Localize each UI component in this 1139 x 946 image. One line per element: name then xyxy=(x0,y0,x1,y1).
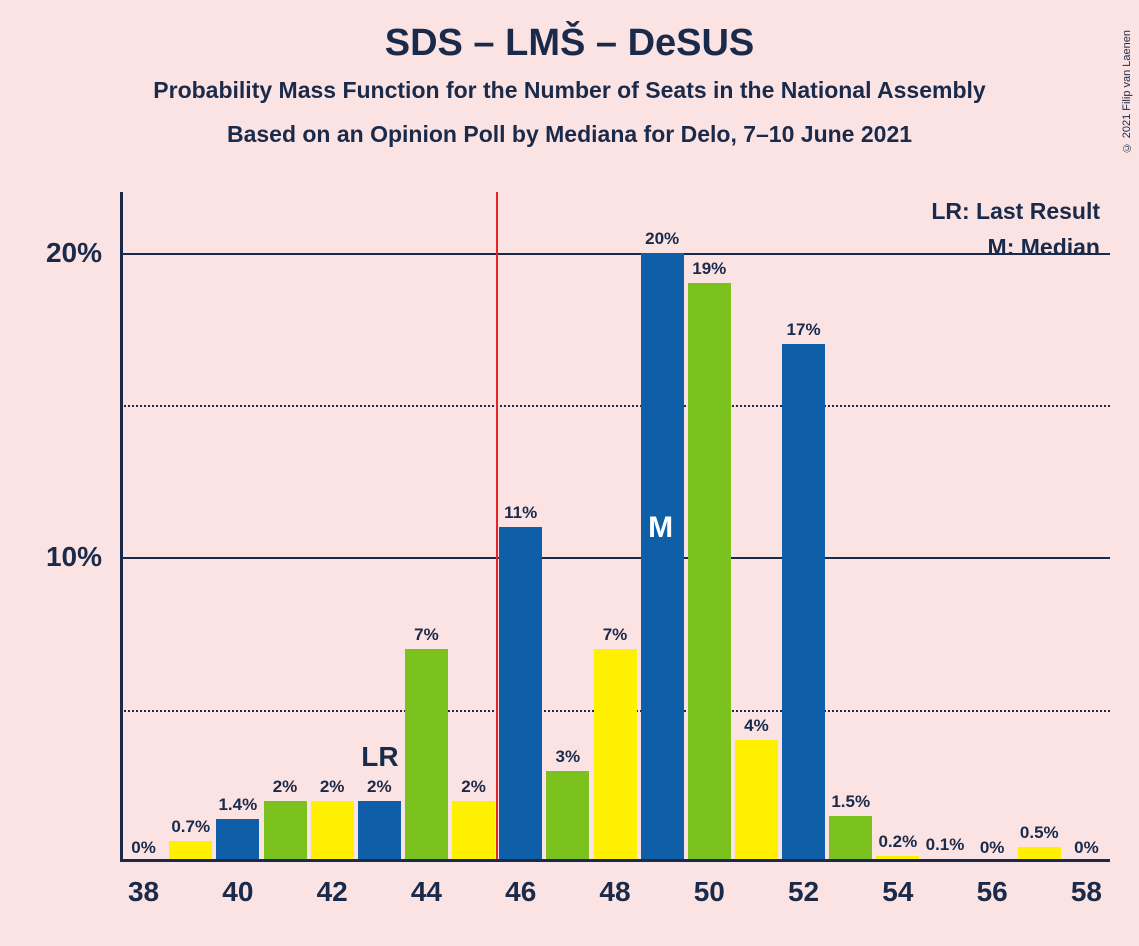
majority-reference-line xyxy=(496,192,498,862)
x-axis-tick-label: 48 xyxy=(599,862,630,908)
grid-line-minor xyxy=(120,405,1110,407)
bar: 17% xyxy=(782,344,825,862)
chart-subtitle-1: Probability Mass Function for the Number… xyxy=(0,77,1139,104)
bar: 4% xyxy=(735,740,778,862)
bar-value-label: 17% xyxy=(787,320,821,344)
x-axis-tick-label: 40 xyxy=(222,862,253,908)
bar-value-label: 20% xyxy=(645,229,679,253)
x-axis-tick-label: 46 xyxy=(505,862,536,908)
chart-subtitle-2: Based on an Opinion Poll by Mediana for … xyxy=(0,121,1139,148)
grid-line-major xyxy=(120,253,1110,255)
bar-value-label: 0.7% xyxy=(171,817,210,841)
bar-value-label: 11% xyxy=(504,503,537,527)
bar-value-label: 3% xyxy=(556,747,581,771)
bar: 7% xyxy=(405,649,448,862)
median-marker: M xyxy=(648,511,673,545)
bar: 2% xyxy=(311,801,354,862)
x-axis-tick-label: 42 xyxy=(317,862,348,908)
x-axis-tick-label: 54 xyxy=(882,862,913,908)
bar: 11% xyxy=(499,527,542,862)
bar-value-label: 1.5% xyxy=(831,792,870,816)
grid-line-major xyxy=(120,557,1110,559)
y-axis-tick-label: 20% xyxy=(46,237,120,269)
bar: 1.4% xyxy=(216,819,259,862)
chart-title: SDS – LMŠ – DeSUS xyxy=(0,22,1139,65)
bar: 2% xyxy=(264,801,307,862)
bar-value-label: 2% xyxy=(367,777,392,801)
bar-value-label: 19% xyxy=(692,259,726,283)
bar: 2% xyxy=(452,801,495,862)
bar: 7% xyxy=(594,649,637,862)
x-axis-tick-label: 52 xyxy=(788,862,819,908)
copyright-label: © 2021 Filip van Laenen xyxy=(1121,30,1133,153)
bar-value-label: 0.1% xyxy=(926,835,965,859)
bar: 3% xyxy=(546,771,589,862)
x-axis-tick-label: 38 xyxy=(128,862,159,908)
y-axis xyxy=(120,192,123,862)
x-axis-tick-label: 58 xyxy=(1071,862,1102,908)
last-result-marker: LR xyxy=(361,741,398,773)
bar-value-label: 2% xyxy=(273,777,298,801)
bar-value-label: 0.5% xyxy=(1020,823,1059,847)
bar: 20% xyxy=(641,253,684,862)
bar: 19% xyxy=(688,283,731,862)
legend-median: M: Median xyxy=(988,234,1100,261)
x-axis-tick-label: 50 xyxy=(694,862,725,908)
bar-value-label: 7% xyxy=(414,625,439,649)
legend-last-result: LR: Last Result xyxy=(931,198,1100,225)
y-axis-tick-label: 10% xyxy=(46,541,120,573)
bar-value-label: 2% xyxy=(461,777,486,801)
x-axis-tick-label: 44 xyxy=(411,862,442,908)
bar-value-label: 2% xyxy=(320,777,345,801)
bar: 2% xyxy=(358,801,401,862)
bar-value-label: 7% xyxy=(603,625,628,649)
chart-plot-area: 10%20%0%0.7%1.4%2%2%2%7%2%11%3%7%20%19%4… xyxy=(120,192,1110,862)
bar-value-label: 4% xyxy=(744,716,769,740)
bar-value-label: 0.2% xyxy=(878,832,917,856)
bar: 1.5% xyxy=(829,816,872,862)
bar-value-label: 1.4% xyxy=(218,795,257,819)
x-axis-tick-label: 56 xyxy=(977,862,1008,908)
